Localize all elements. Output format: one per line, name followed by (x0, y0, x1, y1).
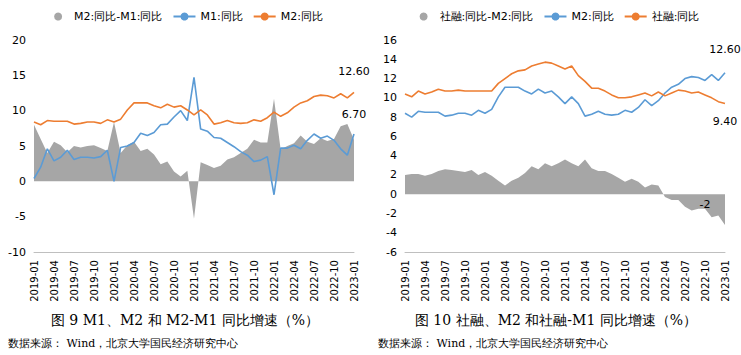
svg-text:2019-01: 2019-01 (29, 260, 40, 302)
svg-text:8: 8 (390, 111, 397, 124)
svg-text:2021-01: 2021-01 (189, 260, 200, 302)
svg-text:10: 10 (383, 91, 397, 104)
svg-text:9.40: 9.40 (713, 115, 738, 128)
svg-text:-5: -5 (15, 210, 26, 223)
svg-text:2019-04: 2019-04 (49, 260, 60, 302)
svg-text:-10: -10 (8, 246, 26, 259)
svg-text:2020-07: 2020-07 (520, 260, 531, 302)
svg-text:2022-01: 2022-01 (269, 260, 280, 302)
svg-text:14: 14 (383, 53, 397, 66)
svg-text:2: 2 (390, 168, 397, 181)
svg-text:M2:同比-M1:同比: M2:同比-M1:同比 (74, 10, 162, 23)
svg-text:2023-01: 2023-01 (349, 260, 360, 302)
svg-text:2019-07: 2019-07 (440, 260, 451, 302)
svg-text:2019-07: 2019-07 (69, 260, 80, 302)
svg-text:2022-10: 2022-10 (700, 260, 711, 302)
svg-text:2020-10: 2020-10 (540, 260, 551, 302)
html-text:数据来源： Wind，北京大学国民经济研究中心: 数据来源： Wind，北京大学国民经济研究中心 (8, 337, 239, 350)
svg-text:12: 12 (383, 72, 397, 85)
svg-text:-4: -4 (386, 226, 397, 239)
svg-text:2020-01: 2020-01 (480, 260, 491, 302)
svg-text:2023-01: 2023-01 (720, 260, 731, 302)
svg-text:5: 5 (19, 140, 26, 153)
svg-text:2020-04: 2020-04 (500, 260, 511, 302)
svg-text:15: 15 (12, 69, 26, 82)
html-text:数据来源： Wind，北京大学国民经济研究中心: 数据来源： Wind，北京大学国民经济研究中心 (378, 337, 609, 350)
html-text:图 10 社融、M2 和社融-M1 同比增速（%）: 图 10 社融、M2 和社融-M1 同比增速（%） (414, 312, 698, 328)
svg-text:2019-01: 2019-01 (400, 260, 411, 302)
svg-text:2021-10: 2021-10 (620, 260, 631, 302)
svg-text:0: 0 (390, 188, 397, 201)
svg-text:10: 10 (12, 104, 26, 117)
svg-text:20: 20 (12, 34, 26, 47)
svg-text:12.60: 12.60 (338, 65, 370, 78)
svg-text:2022-04: 2022-04 (289, 260, 300, 302)
svg-text:2019-04: 2019-04 (420, 260, 431, 302)
svg-text:4: 4 (390, 149, 397, 162)
svg-text:2022-01: 2022-01 (640, 260, 651, 302)
svg-text:2019-10: 2019-10 (89, 260, 100, 302)
svg-text:-2: -2 (386, 207, 397, 220)
svg-text:16: 16 (383, 34, 397, 47)
svg-text:2021-07: 2021-07 (229, 260, 240, 302)
svg-text:6.70: 6.70 (342, 108, 367, 121)
svg-text:0: 0 (19, 175, 26, 188)
svg-text:6: 6 (390, 130, 397, 143)
svg-text:2020-10: 2020-10 (169, 260, 180, 302)
svg-text:-6: -6 (386, 246, 397, 259)
svg-text:2019-10: 2019-10 (460, 260, 471, 302)
svg-text:社融:同比-M2:同比: 社融:同比-M2:同比 (440, 10, 534, 23)
svg-text:2022-07: 2022-07 (680, 260, 691, 302)
svg-text:2020-04: 2020-04 (129, 260, 140, 302)
html-text:图 9 M1、M2 和 M2-M1 同比增速（%）: 图 9 M1、M2 和 M2-M1 同比增速（%） (50, 312, 320, 328)
svg-text:2021-07: 2021-07 (600, 260, 611, 302)
svg-text:M1:同比: M1:同比 (200, 10, 242, 23)
svg-text:-2: -2 (700, 198, 711, 211)
svg-text:2020-07: 2020-07 (149, 260, 160, 302)
svg-text:社融:同比: 社融:同比 (652, 10, 700, 23)
svg-text:2022-04: 2022-04 (660, 260, 671, 302)
svg-text:2022-10: 2022-10 (329, 260, 340, 302)
svg-text:2022-07: 2022-07 (309, 260, 320, 302)
svg-text:M2:同比: M2:同比 (571, 10, 613, 23)
svg-text:12.60: 12.60 (709, 43, 741, 56)
svg-text:M2:同比: M2:同比 (281, 10, 323, 23)
svg-text:2021-01: 2021-01 (560, 260, 571, 302)
svg-text:2021-10: 2021-10 (249, 260, 260, 302)
svg-text:2021-04: 2021-04 (209, 260, 220, 302)
svg-text:2021-04: 2021-04 (580, 260, 591, 302)
svg-text:2020-01: 2020-01 (109, 260, 120, 302)
